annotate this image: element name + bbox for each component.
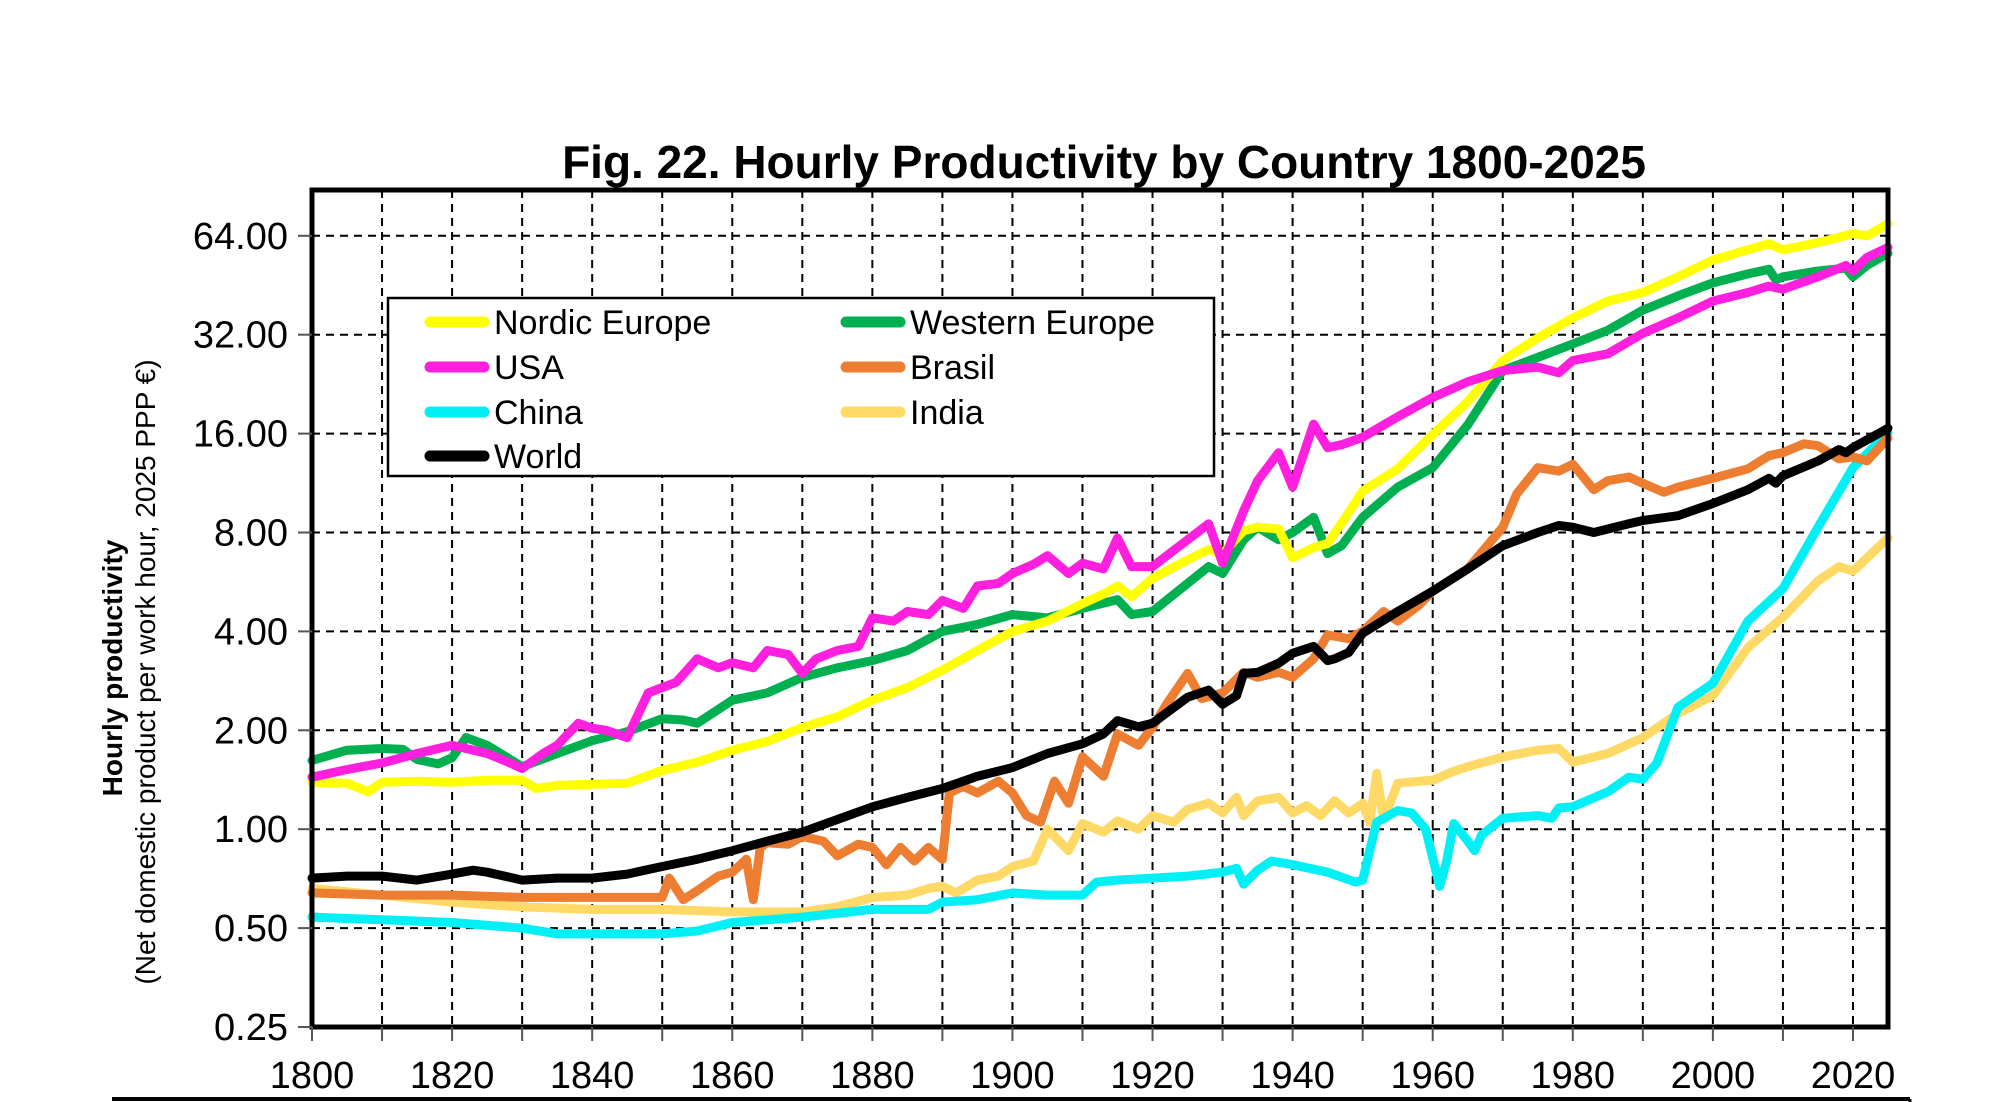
y-axis-ticks: 0.25 0.50 1.00 2.00 4.00 8.00 16.00 32.00 64.00 [193,216,312,1049]
series-line-western-europe [307,248,1893,772]
x-axis-ticks: 1800 1820 1840 1860 1880 1900 1920 1940 1960 1980… [270,1027,1896,1097]
series-line-india [307,533,1893,917]
legend-item-world: World [424,438,582,476]
y-tick-label: 0.25 [214,1007,288,1049]
x-tick-label: 1880 [830,1055,915,1097]
x-tick-label: 1820 [410,1055,495,1097]
legend-label: Brasil [910,349,995,387]
x-tick-label: 1800 [270,1055,355,1097]
x-tick-label: 1960 [1390,1055,1475,1097]
x-tick-label: 1920 [1110,1055,1195,1097]
y-tick-label: 16.00 [193,414,288,456]
legend-item-nordic-europe: Nordic Europe [424,304,711,342]
y-axis-subtitle: (Net domestic product per work hour, 202… [130,359,161,984]
series-lines [307,219,1893,939]
plot-frame [309,187,1891,1030]
y-tick-label: 8.00 [214,513,288,555]
x-tick-label: 1980 [1531,1055,1616,1097]
legend-item-usa: USA [424,349,564,387]
y-tick-label: 2.00 [214,710,288,752]
x-tick-label: 1900 [970,1055,1055,1097]
series-line-nordic-europe [307,219,1893,797]
legend-box [386,296,1216,478]
series-line-china [307,428,1893,939]
y-axis-label: Hourly productivity (Net domestic produc… [97,359,161,984]
legend-label: USA [494,349,564,387]
chart-title: Fig. 22. Hourly Productivity by Country … [562,136,1646,188]
legend-label: China [494,394,583,432]
legend-label: Western Europe [910,304,1155,342]
series-line-usa [307,242,1893,782]
y-tick-label: 4.00 [214,611,288,653]
x-tick-label: 1860 [690,1055,775,1097]
series-line-brasil [307,433,1893,905]
x-tick-label: 2020 [1811,1055,1896,1097]
legend-item-western-europe: Western Europe [840,304,1155,342]
legend-item-china: China [424,394,583,432]
legend-label: Nordic Europe [494,304,711,342]
series-line-world [307,423,1893,885]
legend: Nordic Europe Western Europe USA Brasil Chin… [386,296,1216,478]
legend-label: World [494,438,582,476]
y-tick-label: 32.00 [193,315,288,357]
legend-item-india: India [840,394,984,432]
legend-label: India [910,394,984,432]
y-tick-label: 0.50 [214,908,288,950]
x-tick-label: 1940 [1250,1055,1335,1097]
x-tick-label: 1840 [550,1055,635,1097]
y-tick-label: 64.00 [193,216,288,258]
y-axis-title: Hourly productivity [97,539,128,796]
legend-item-brasil: Brasil [840,349,995,387]
y-tick-label: 1.00 [214,809,288,851]
x-tick-label: 2000 [1671,1055,1756,1097]
